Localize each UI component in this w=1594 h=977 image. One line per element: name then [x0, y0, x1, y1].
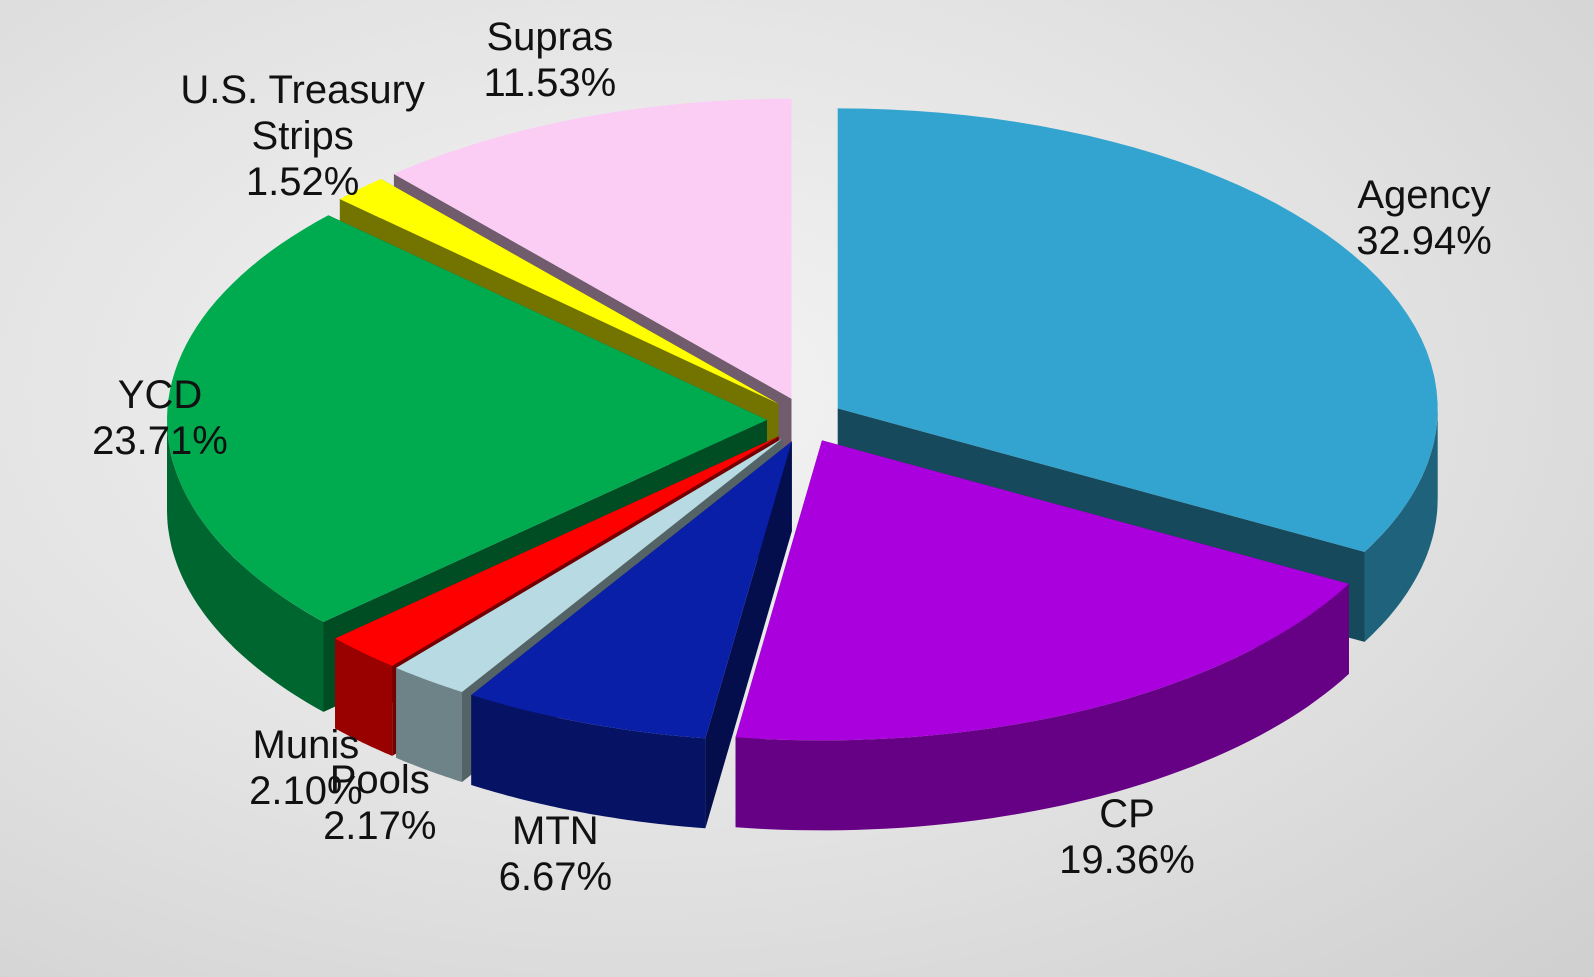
slice-label: Agency 32.94% [1274, 172, 1574, 264]
pie-slice [735, 440, 1349, 831]
slice-label: YCD 23.71% [10, 372, 310, 464]
slice-label: Pools 2.17% [230, 757, 530, 849]
value-label: 6.67% [498, 855, 613, 900]
slice-side [396, 667, 462, 782]
value-label: 11.53% [483, 61, 617, 105]
slice-top [396, 438, 783, 692]
slice-wall [396, 438, 783, 758]
value-label: 2.10% [249, 769, 363, 814]
category-name: Munis [252, 723, 360, 768]
category-name: U.S. Treasury Strips [180, 68, 425, 159]
slice-side [335, 638, 393, 756]
category-name: CP [1099, 792, 1155, 837]
slice-side [471, 695, 706, 829]
slice-top [335, 436, 779, 666]
slice-top [167, 215, 767, 622]
category-name: YCD [117, 372, 203, 417]
value-label: 32.94% [1356, 218, 1492, 263]
slice-label: U.S. Treasury Strips 1.52% [153, 67, 453, 205]
slice-label: MTN 6.67% [405, 808, 705, 900]
value-label: 23.71% [92, 418, 228, 463]
slice-top [735, 440, 1349, 741]
slice-label: CP 19.36% [977, 791, 1277, 883]
category-name: MTN [512, 809, 599, 854]
slice-label: Supras 11.53% [400, 14, 700, 106]
pie-slice [471, 441, 792, 829]
category-name: Agency [1357, 172, 1491, 217]
slice-top [339, 179, 779, 404]
slice-side [167, 419, 324, 712]
slice-side [735, 583, 1349, 831]
category-name: Supras [486, 15, 614, 59]
slice-top [471, 441, 792, 739]
slice-label: Munis 2.10% [156, 722, 456, 814]
value-label: 1.52% [245, 160, 360, 205]
slice-side [1364, 408, 1438, 642]
slice-top [393, 98, 792, 399]
value-label: 19.36% [1059, 838, 1195, 883]
category-name: Pools [329, 757, 430, 802]
value-label: 2.17% [323, 803, 437, 848]
slice-top [837, 108, 1438, 552]
